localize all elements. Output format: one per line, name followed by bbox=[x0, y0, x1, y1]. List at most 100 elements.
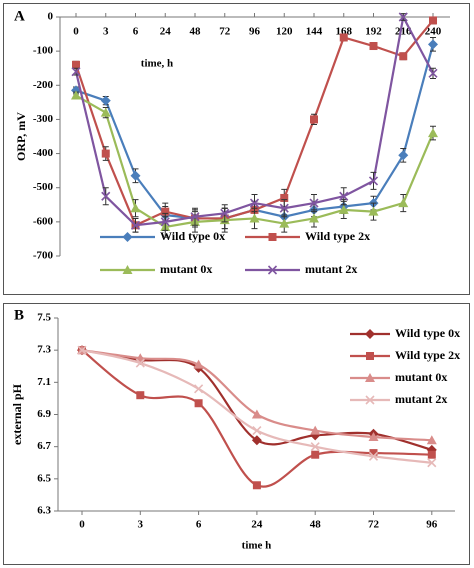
marker bbox=[428, 39, 438, 50]
x-tick-label: 72 bbox=[219, 26, 231, 38]
x-tick-label: 24 bbox=[160, 26, 172, 38]
x-tick-label: 3 bbox=[103, 26, 109, 38]
panel-a-frame bbox=[3, 3, 470, 295]
marker bbox=[72, 60, 80, 69]
legend-label: mutant 0x bbox=[160, 262, 212, 276]
marker bbox=[368, 176, 379, 186]
marker bbox=[428, 128, 438, 138]
marker bbox=[122, 265, 133, 274]
marker bbox=[193, 359, 204, 369]
marker bbox=[428, 68, 438, 78]
marker bbox=[309, 213, 319, 223]
x-tick-label: 120 bbox=[276, 26, 293, 38]
x-tick-label: 48 bbox=[310, 519, 322, 531]
marker bbox=[71, 85, 81, 96]
marker bbox=[194, 384, 204, 394]
legend-label: Wild type 2x bbox=[395, 348, 460, 362]
marker bbox=[369, 42, 378, 51]
x-tick-label: 6 bbox=[133, 26, 139, 38]
marker bbox=[279, 218, 290, 228]
marker bbox=[279, 203, 289, 213]
y-tick-label: -700 bbox=[33, 250, 54, 262]
y-tick-label: -100 bbox=[33, 45, 54, 57]
marker bbox=[427, 458, 437, 468]
marker bbox=[161, 207, 170, 216]
marker bbox=[267, 265, 278, 275]
y-axis-title: ORP, mV bbox=[14, 112, 28, 161]
y-tick-label: 0 bbox=[48, 11, 54, 23]
x-tick-label: 6 bbox=[196, 519, 202, 531]
marker bbox=[130, 170, 141, 181]
marker bbox=[130, 220, 141, 230]
marker bbox=[311, 450, 320, 459]
marker bbox=[365, 329, 375, 339]
marker bbox=[310, 442, 320, 452]
x-tick-label: 96 bbox=[426, 519, 438, 531]
marker bbox=[426, 435, 437, 445]
marker bbox=[251, 435, 262, 446]
y-tick-label: 6.9 bbox=[37, 408, 51, 420]
y-axis-title: external pH bbox=[10, 383, 24, 445]
y-tick-label: 7.1 bbox=[37, 376, 51, 388]
marker bbox=[71, 90, 81, 100]
marker bbox=[369, 449, 378, 458]
marker bbox=[398, 12, 408, 22]
marker bbox=[251, 409, 262, 419]
x-tick-label: 192 bbox=[365, 26, 382, 38]
y-tick-label: -600 bbox=[33, 215, 54, 227]
panel-label: B bbox=[14, 307, 24, 323]
x-tick-label: 0 bbox=[79, 519, 85, 531]
marker bbox=[338, 204, 349, 214]
marker bbox=[252, 481, 261, 490]
marker bbox=[310, 425, 321, 435]
marker bbox=[366, 352, 374, 360]
y-tick-label: 6.5 bbox=[37, 472, 51, 484]
panel-label: A bbox=[14, 8, 25, 24]
marker bbox=[368, 432, 379, 442]
marker bbox=[398, 150, 409, 161]
marker bbox=[339, 191, 349, 201]
marker bbox=[220, 208, 230, 218]
x-tick-label: 240 bbox=[425, 26, 442, 38]
marker bbox=[368, 206, 379, 216]
marker bbox=[100, 95, 111, 106]
x-tick-label: 48 bbox=[190, 26, 202, 38]
marker bbox=[429, 16, 437, 25]
marker bbox=[399, 52, 408, 61]
y-tick-label: -400 bbox=[33, 147, 54, 159]
x-tick-label: 0 bbox=[73, 26, 79, 38]
y-tick-label: 7.5 bbox=[37, 312, 51, 324]
y-tick-label: -500 bbox=[33, 181, 54, 193]
y-tick-label: -300 bbox=[33, 113, 54, 125]
legend-label: mutant 2x bbox=[305, 262, 357, 276]
panel-b-frame bbox=[3, 303, 470, 565]
marker bbox=[310, 115, 318, 124]
y-tick-label: 6.7 bbox=[37, 440, 51, 452]
marker bbox=[77, 345, 87, 355]
marker bbox=[130, 203, 141, 213]
x-tick-label: 96 bbox=[249, 26, 261, 38]
marker bbox=[398, 198, 409, 208]
marker bbox=[368, 451, 379, 461]
legend-label: Wild type 2x bbox=[305, 229, 370, 243]
marker bbox=[309, 198, 319, 208]
marker bbox=[194, 399, 203, 408]
marker bbox=[339, 33, 348, 42]
marker bbox=[101, 191, 111, 201]
marker bbox=[100, 107, 111, 117]
y-tick-label: -200 bbox=[33, 79, 54, 91]
marker bbox=[249, 198, 260, 208]
marker bbox=[252, 426, 262, 436]
x-tick-label: 72 bbox=[368, 519, 380, 531]
x-tick-label: 144 bbox=[306, 26, 323, 38]
legend-label: Wild type 0x bbox=[395, 326, 460, 340]
marker bbox=[135, 358, 145, 368]
marker bbox=[280, 193, 289, 202]
marker bbox=[136, 391, 145, 400]
marker bbox=[268, 233, 277, 241]
legend-label: mutant 2x bbox=[395, 392, 447, 406]
legend-label: mutant 0x bbox=[395, 370, 447, 384]
marker bbox=[365, 373, 375, 382]
x-tick-label: 3 bbox=[138, 519, 144, 531]
